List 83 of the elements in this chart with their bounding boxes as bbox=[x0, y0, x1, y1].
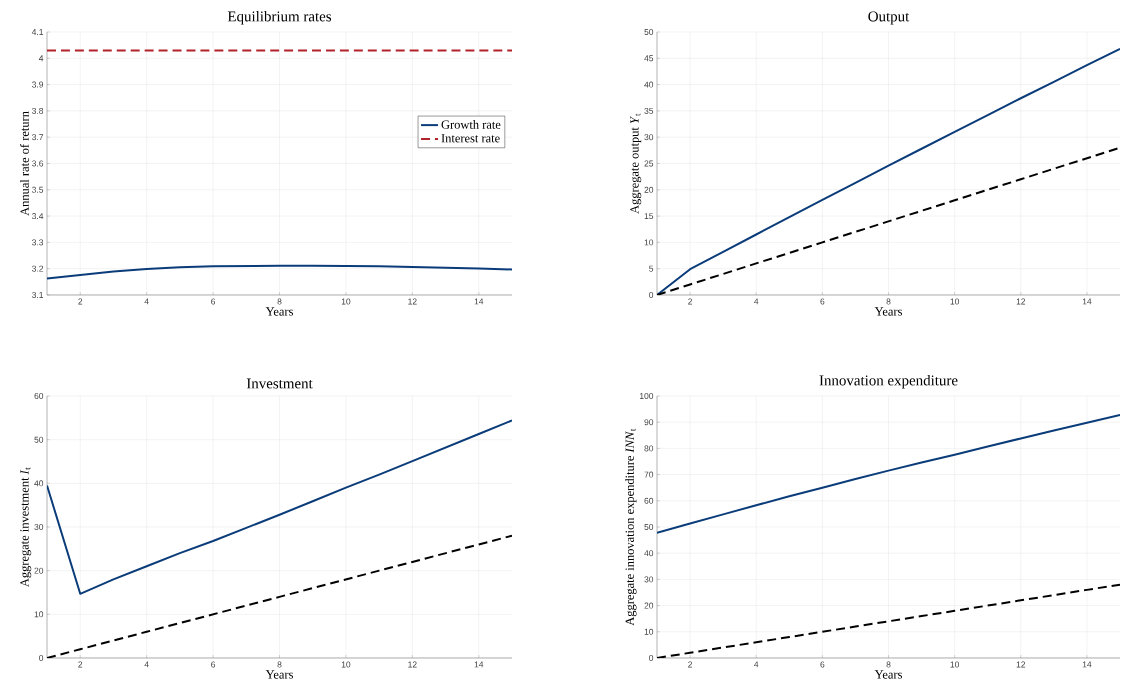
y-tick-label: 40 bbox=[644, 81, 654, 88]
x-tick-label: 14 bbox=[474, 661, 484, 668]
y-tick-label: 0 bbox=[39, 654, 44, 661]
y-tick-label: 60 bbox=[644, 497, 654, 504]
y-tick-label: 70 bbox=[644, 471, 654, 478]
y-tick-label: 3.4 bbox=[32, 213, 44, 220]
x-tick-label: 8 bbox=[277, 661, 282, 668]
y-axis-title: Aggregate innovation expenditure INN$_{t}$ bbox=[625, 428, 637, 626]
y-tick-label: 50 bbox=[644, 523, 654, 530]
y-tick-label: 100 bbox=[640, 392, 654, 399]
legend-label: Interest rate bbox=[441, 134, 500, 143]
legend-label: Growth rate bbox=[441, 120, 501, 129]
x-tick-label: 8 bbox=[886, 661, 891, 668]
y-axis-title: Aggregate output Y$_{t}$ bbox=[630, 113, 642, 214]
y-axis-title: Annual rate of return bbox=[19, 111, 29, 216]
y-tick-label: 10 bbox=[644, 628, 654, 635]
x-axis-title: Years bbox=[265, 307, 293, 316]
x-tick-label: 12 bbox=[1016, 661, 1026, 668]
y-tick-label: 3.2 bbox=[32, 265, 44, 272]
chart-title: Innovation expenditure bbox=[819, 374, 958, 389]
y-tick-label: 50 bbox=[34, 436, 44, 443]
y-tick-label: 40 bbox=[644, 550, 654, 557]
x-tick-label: 4 bbox=[144, 298, 149, 305]
y-tick-label: 45 bbox=[644, 55, 654, 62]
y-tick-label: 40 bbox=[34, 480, 44, 487]
line-series bbox=[657, 413, 1121, 534]
chart-title: Equilibrium rates bbox=[227, 10, 332, 25]
x-tick-label: 6 bbox=[820, 298, 825, 305]
y-tick-label: 3.7 bbox=[32, 134, 44, 141]
y-axis-title: Aggregate investment I$_{t}$ bbox=[20, 467, 32, 588]
y-tick-label: 3.1 bbox=[32, 291, 44, 298]
y-tick-label: 3.8 bbox=[32, 107, 44, 114]
x-tick-label: 10 bbox=[950, 661, 960, 668]
x-tick-label: 6 bbox=[820, 661, 825, 668]
x-tick-label: 12 bbox=[408, 298, 417, 305]
y-tick-label: 0 bbox=[649, 654, 654, 661]
y-tick-label: 30 bbox=[34, 524, 44, 530]
y-tick-label: 80 bbox=[644, 445, 654, 452]
x-tick-label: 14 bbox=[1082, 661, 1092, 668]
x-axis-title: Years bbox=[874, 307, 902, 316]
x-axis-title: Years bbox=[265, 670, 293, 679]
y-tick-label: 35 bbox=[644, 107, 654, 114]
y-tick-label: 20 bbox=[34, 567, 44, 574]
chart-title: Output bbox=[868, 11, 910, 25]
y-tick-label: 90 bbox=[644, 419, 654, 426]
y-tick-label: 4.1 bbox=[31, 29, 44, 35]
y-tick-label: 10 bbox=[644, 239, 654, 246]
x-tick-label: 2 bbox=[78, 298, 83, 305]
x-tick-label: 12 bbox=[408, 661, 417, 668]
x-tick-label: 4 bbox=[754, 661, 759, 668]
y-tick-label: 4 bbox=[38, 55, 44, 62]
y-tick-label: 30 bbox=[644, 134, 654, 141]
y-tick-label: 20 bbox=[644, 186, 654, 193]
x-tick-label: 6 bbox=[211, 661, 216, 668]
x-tick-label: 2 bbox=[78, 661, 83, 668]
y-tick-label: 3.3 bbox=[32, 239, 44, 246]
y-tick-label: 25 bbox=[644, 160, 654, 167]
x-tick-label: 4 bbox=[754, 298, 759, 305]
x-tick-label: 14 bbox=[1082, 298, 1092, 305]
y-tick-label: 20 bbox=[644, 602, 654, 609]
y-tick-label: 0 bbox=[649, 291, 654, 298]
y-tick-label: 60 bbox=[34, 393, 44, 399]
y-tick-label: 5 bbox=[649, 265, 654, 272]
x-tick-label: 10 bbox=[950, 298, 960, 305]
x-tick-label: 6 bbox=[211, 298, 216, 305]
x-tick-label: 14 bbox=[474, 298, 484, 305]
x-tick-label: 10 bbox=[341, 298, 351, 305]
x-tick-label: 8 bbox=[277, 298, 282, 305]
y-tick-label: 30 bbox=[644, 576, 654, 583]
y-tick-label: 15 bbox=[644, 213, 654, 220]
y-tick-label: 3.9 bbox=[32, 81, 44, 88]
x-tick-label: 12 bbox=[1016, 298, 1026, 305]
x-tick-label: 8 bbox=[886, 298, 891, 305]
y-tick-label: 3.6 bbox=[32, 160, 44, 167]
x-tick-label: 2 bbox=[688, 661, 693, 668]
x-tick-label: 10 bbox=[341, 661, 351, 668]
chart-title: Investment bbox=[246, 378, 313, 389]
x-axis-title: Years bbox=[874, 670, 902, 679]
y-tick-label: 10 bbox=[34, 611, 44, 618]
y-tick-label: 50 bbox=[644, 28, 654, 35]
x-tick-label: 4 bbox=[144, 661, 149, 668]
y-tick-label: 3.5 bbox=[32, 186, 44, 193]
x-tick-label: 2 bbox=[688, 298, 693, 305]
